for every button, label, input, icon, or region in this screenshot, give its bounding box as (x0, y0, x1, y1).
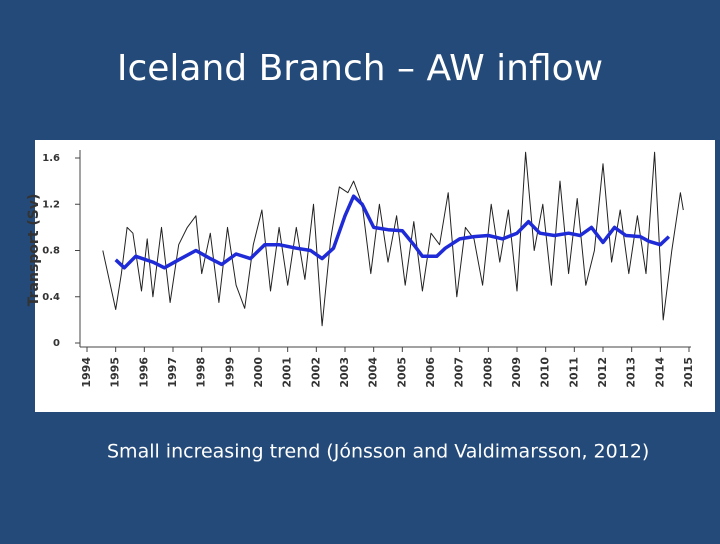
y-tick-label: 0 (53, 338, 60, 349)
x-tick-label: 1999 (223, 357, 236, 388)
x-tick-label: 2007 (453, 357, 466, 388)
x-tick-label: 2004 (367, 357, 380, 388)
x-tick-label: 2000 (252, 357, 265, 388)
x-tick-label: 2011 (567, 357, 580, 388)
caption: Small increasing trend (Jónsson and Vald… (107, 441, 649, 463)
x-tick-label: 2008 (481, 357, 494, 388)
x-tick-label: 2009 (510, 357, 523, 388)
x-tick-label: 2010 (539, 357, 552, 388)
y-tick-label: 0.4 (42, 292, 60, 303)
x-tick-label: 2006 (424, 357, 437, 388)
x-tick-label: 2001 (281, 357, 294, 388)
x-tick-label: 2003 (338, 357, 351, 388)
y-axis-label: Transport (Sv) (26, 194, 42, 307)
y-tick-label: 0.8 (42, 246, 60, 257)
data-line (102, 151, 684, 327)
y-tick-label: 1.2 (42, 199, 60, 210)
x-tick-label: 2002 (309, 357, 322, 388)
x-tick-label: 1996 (137, 357, 150, 388)
x-tick-label: 1995 (109, 357, 122, 388)
x-tick-label: 2015 (682, 357, 695, 388)
slide-title: Iceland Branch – AW inflow (117, 48, 603, 89)
x-tick-label: 1997 (166, 357, 179, 388)
x-tick-label: 2012 (596, 357, 609, 388)
chart-panel (35, 140, 715, 412)
x-tick-label: 1998 (195, 357, 208, 388)
x-tick-label: 2014 (653, 357, 666, 388)
x-tick-label: 2005 (395, 357, 408, 388)
x-tick-label: 1994 (80, 357, 93, 388)
x-tick-label: 2013 (625, 357, 638, 388)
y-tick-label: 1.6 (42, 153, 60, 164)
data-line (114, 194, 671, 270)
